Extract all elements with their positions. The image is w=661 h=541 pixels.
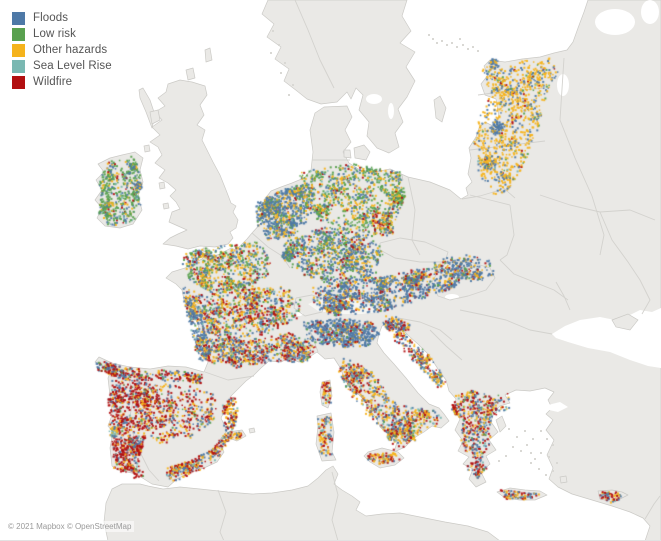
low_risk-swatch-icon (12, 27, 25, 41)
legend-label: Sea Level Rise (33, 60, 112, 72)
sea_level_rise-swatch-icon (12, 59, 25, 73)
legend-label: Floods (33, 12, 69, 24)
legend-label: Other hazards (33, 44, 108, 56)
legend-item-other_hazards[interactable]: Other hazards (12, 42, 112, 58)
floods-swatch-icon (12, 11, 25, 25)
legend-item-low_risk[interactable]: Low risk (12, 26, 112, 42)
legend-item-sea_level_rise[interactable]: Sea Level Rise (12, 58, 112, 74)
wildfire-swatch-icon (12, 75, 25, 89)
landmasses (94, 0, 661, 541)
legend-item-wildfire[interactable]: Wildfire (12, 74, 112, 90)
other_hazards-swatch-icon (12, 43, 25, 57)
map-attribution[interactable]: © 2021 Mapbox © OpenStreetMap (5, 521, 135, 532)
legend-item-floods[interactable]: Floods (12, 10, 112, 26)
legend-label: Low risk (33, 28, 76, 40)
legend: Floods Low risk Other hazards Sea Level Ris… (10, 8, 122, 94)
legend-label: Wildfire (33, 76, 73, 88)
